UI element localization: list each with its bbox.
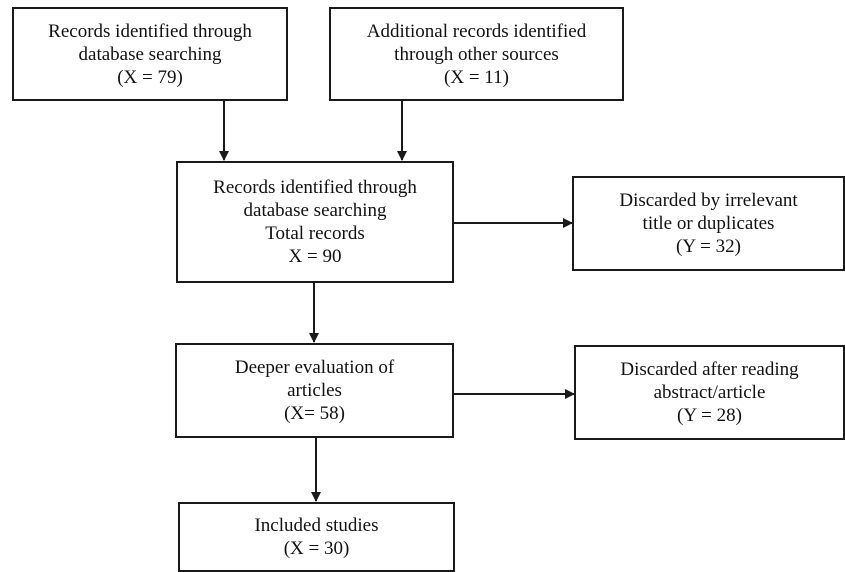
- box-deeper-evaluation-line-1: Deeper evaluation of: [235, 356, 394, 379]
- box-included-studies-line-1: Included studies: [254, 514, 378, 537]
- box-deeper-evaluation-line-2: articles: [287, 379, 342, 402]
- box-deeper-evaluation-count: (X= 58): [284, 402, 345, 425]
- box-discarded-title-line-2: title or duplicates: [643, 212, 775, 235]
- box-database-search-count: (X = 79): [117, 66, 183, 89]
- box-total-records-line-2: database searching: [244, 199, 387, 222]
- box-discarded-abstract-line-2: abstract/article: [654, 381, 766, 404]
- box-database-search-line-2: database searching: [79, 43, 222, 66]
- box-included-studies: Included studies (X = 30): [178, 502, 455, 572]
- box-discarded-abstract: Discarded after reading abstract/article…: [574, 345, 845, 440]
- box-discarded-title-count: (Y = 32): [676, 235, 741, 258]
- box-included-studies-count: (X = 30): [284, 537, 350, 560]
- box-deeper-evaluation: Deeper evaluation of articles (X= 58): [175, 343, 454, 438]
- box-discarded-title: Discarded by irrelevant title or duplica…: [572, 176, 845, 271]
- box-discarded-abstract-line-1: Discarded after reading: [620, 358, 798, 381]
- box-total-records: Records identified through database sear…: [176, 161, 454, 283]
- box-other-sources-line-2: through other sources: [394, 43, 559, 66]
- box-database-search-line-1: Records identified through: [48, 20, 252, 43]
- box-discarded-title-line-1: Discarded by irrelevant: [619, 189, 797, 212]
- box-other-sources-count: (X = 11): [444, 66, 509, 89]
- box-total-records-line-1: Records identified through: [213, 176, 417, 199]
- box-discarded-abstract-count: (Y = 28): [677, 404, 742, 427]
- box-total-records-line-3: Total records: [265, 222, 364, 245]
- box-other-sources-line-1: Additional records identified: [367, 20, 587, 43]
- box-total-records-count: X = 90: [289, 245, 342, 268]
- box-database-search: Records identified through database sear…: [12, 7, 288, 101]
- box-other-sources: Additional records identified through ot…: [329, 7, 624, 101]
